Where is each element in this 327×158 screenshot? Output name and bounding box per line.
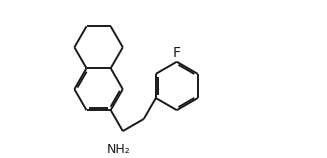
Text: NH₂: NH₂ [107, 143, 130, 156]
Text: F: F [173, 46, 181, 60]
